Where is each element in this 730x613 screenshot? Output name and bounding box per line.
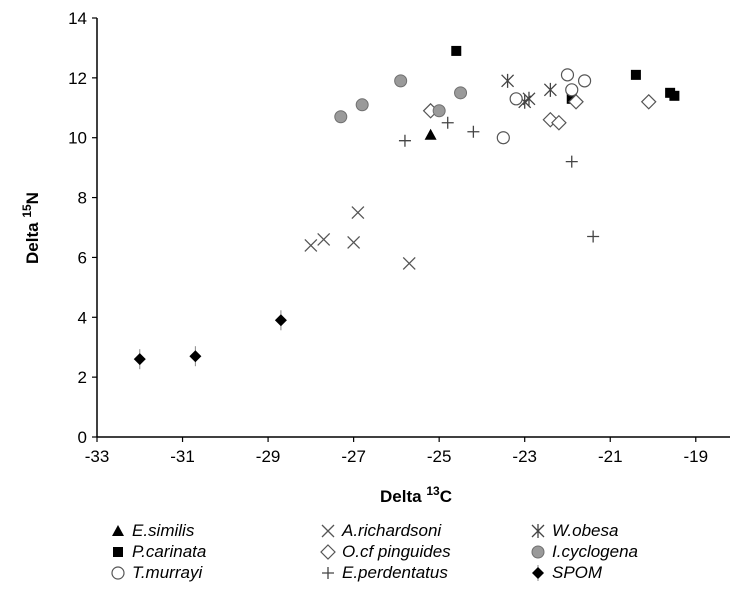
legend-item: E.similis	[110, 520, 194, 542]
legend-label: E.perdentatus	[342, 563, 448, 582]
y-tick-label: 0	[78, 428, 87, 447]
legend-item: W.obesa	[530, 520, 618, 542]
legend-item: E.perdentatus	[320, 562, 448, 584]
legend-label: T.murrayi	[132, 563, 203, 582]
legend-marker-icon	[531, 524, 545, 538]
y-tick-label: 14	[68, 9, 87, 28]
legend-marker-icon	[320, 544, 336, 560]
legend-item: P.carinata	[110, 541, 206, 563]
legend-marker	[532, 565, 544, 581]
x-tick-label: -27	[341, 447, 366, 466]
legend-marker	[320, 544, 336, 560]
legend-label: W.obesa	[552, 521, 619, 540]
legend-marker	[322, 567, 334, 579]
y-tick-label: 6	[78, 248, 87, 267]
legend-item: I.cyclogena	[530, 541, 638, 563]
x-axis-title: Delta 13C	[380, 484, 452, 506]
legend-marker	[112, 525, 124, 536]
data-point-filled-square	[630, 69, 641, 80]
scatter-chart: 0 2 4 6 8 10 12 14 -33 -31 -29 -27 -25 -23 -21 -19 Delt…	[20, 9, 730, 506]
legend-marker-icon	[321, 524, 335, 538]
y-tick-label: 2	[78, 368, 87, 387]
data-point-x	[304, 238, 318, 252]
x-tick-label: -29	[256, 447, 281, 466]
legend-marker	[111, 566, 125, 580]
legend: E.similis A.richardsoni W.obesa P.carinata O…	[110, 520, 710, 600]
data-point-x	[402, 256, 416, 270]
x-tick-label: -19	[683, 447, 708, 466]
legend-marker-icon	[111, 566, 125, 580]
legend-marker	[531, 524, 545, 538]
data-point-grey-circle	[334, 110, 348, 124]
x-tick-label: -33	[85, 447, 110, 466]
y-tick-label: 10	[68, 129, 87, 148]
legend-label: I.cyclogena	[552, 542, 638, 561]
data-point-filled-triangle	[424, 128, 437, 140]
axes	[92, 17, 730, 442]
y-tick-label: 8	[78, 189, 87, 208]
data-point-grey-circle	[454, 86, 468, 100]
data-point-open-circle	[560, 68, 575, 82]
legend-marker-icon	[531, 545, 545, 559]
data-point-grey-circle	[432, 104, 446, 118]
x-tick-label: -31	[170, 447, 195, 466]
legend-marker-icon	[113, 547, 123, 557]
legend-marker	[531, 545, 545, 559]
data-point-filled-square	[669, 90, 680, 101]
data-point-open-diamond	[568, 93, 584, 110]
data-point-open-circle	[509, 92, 523, 106]
data-point-plus	[441, 116, 454, 129]
legend-label: A.richardsoni	[342, 521, 442, 540]
data-point-plus	[467, 125, 480, 138]
legend-marker	[321, 524, 335, 538]
data-point-open-diamond	[551, 114, 567, 131]
data-point-plus	[587, 230, 600, 243]
data-point-plus	[398, 134, 411, 147]
data-point-open-circle	[496, 131, 510, 145]
data-points	[133, 45, 680, 370]
legend-marker-icon	[532, 565, 544, 581]
data-point-filled-diamond	[189, 346, 202, 367]
legend-label: SPOM	[552, 563, 603, 582]
legend-marker	[113, 547, 123, 557]
data-point-x	[351, 206, 365, 219]
data-point-grey-circle	[394, 74, 408, 88]
legend-label: P.carinata	[132, 542, 207, 561]
data-point-grey-circle	[355, 98, 369, 112]
y-tick-label: 12	[68, 69, 87, 88]
legend-label: E.similis	[132, 521, 195, 540]
data-point-asterisk	[543, 82, 557, 97]
data-point-filled-diamond	[133, 349, 146, 370]
legend-label: O.cf pinguides	[342, 542, 451, 561]
x-tick-label: -23	[512, 447, 537, 466]
x-tick-label: -25	[427, 447, 452, 466]
data-point-open-circle	[577, 74, 592, 88]
legend-item: SPOM	[530, 562, 602, 584]
legend-marker-icon	[322, 567, 334, 579]
y-tick-label: 4	[78, 308, 87, 327]
data-point-open-diamond	[640, 93, 657, 110]
tick-labels: 0 2 4 6 8 10 12 14 -33 -31 -29 -27 -25 -23 -21 -19	[68, 9, 708, 466]
data-point-open-circle	[565, 83, 579, 97]
data-point-filled-square	[451, 45, 462, 56]
y-axis-title: Delta 15N	[20, 192, 42, 264]
legend-marker-icon	[112, 525, 124, 536]
data-point-plus	[565, 155, 578, 168]
legend-item: T.murrayi	[110, 562, 202, 584]
legend-item: A.richardsoni	[320, 520, 441, 542]
data-point-asterisk	[522, 91, 536, 106]
x-tick-label: -21	[598, 447, 623, 466]
legend-item: O.cf pinguides	[320, 541, 451, 563]
data-point-asterisk	[501, 73, 515, 88]
data-point-filled-diamond	[274, 310, 287, 331]
data-point-x	[317, 233, 331, 246]
data-point-x	[347, 236, 361, 249]
